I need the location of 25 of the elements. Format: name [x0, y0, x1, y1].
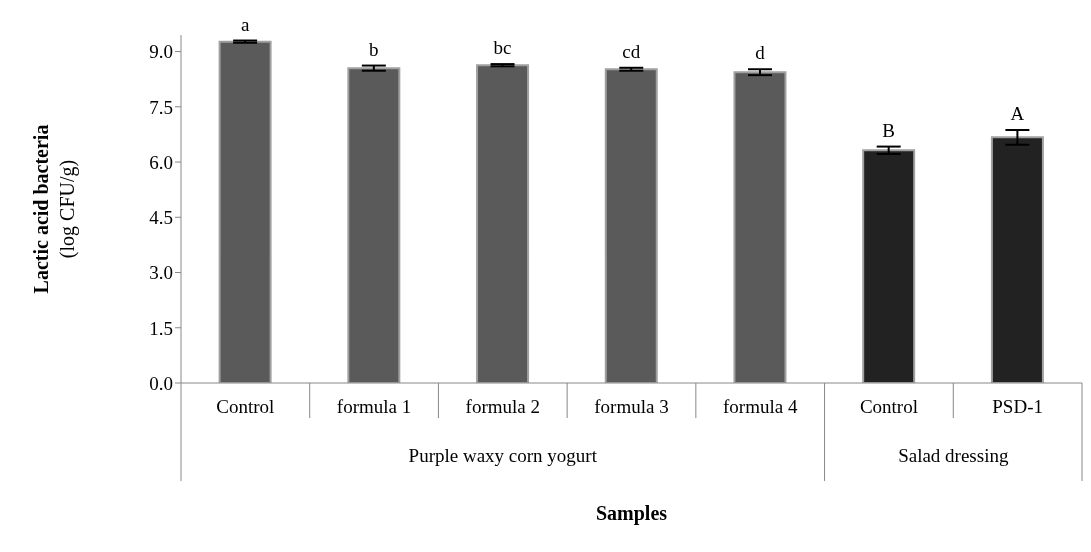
- data-label: A: [1010, 103, 1025, 125]
- y-tick-label: 6.0: [149, 151, 173, 173]
- data-label: bc: [493, 37, 512, 59]
- x-tick-label: formula 1: [336, 396, 412, 417]
- data-label: b: [369, 38, 379, 60]
- y-tick-label: 0.0: [149, 372, 173, 394]
- y-tick-label: 3.0: [149, 262, 173, 284]
- x-tick-label: Control: [216, 396, 275, 417]
- text: Purple waxy corn yogurt: [408, 445, 598, 466]
- y-tick-label: 7.5: [149, 96, 173, 118]
- data-label: B: [882, 119, 896, 141]
- x-tick-label: Control: [859, 396, 918, 417]
- x-tick-label: formula 4: [723, 396, 798, 417]
- y-tick-label: 1.5: [149, 317, 173, 339]
- data-label: d: [755, 42, 766, 64]
- x-tick-label: PSD-1: [992, 396, 1043, 417]
- y-tick-label: 4.5: [149, 207, 173, 229]
- x-axis-title: Samples: [595, 502, 668, 525]
- data-label: a: [240, 13, 250, 35]
- y-axis-title: Lactic acid bacteria (log CFU/g): [30, 124, 79, 294]
- x-tick-label: formula 2: [465, 396, 540, 417]
- text: Salad dressing: [898, 445, 1009, 466]
- data-label: cd: [622, 40, 641, 62]
- x-tick-label: formula 3: [594, 396, 669, 417]
- y-tick-label: 9.0: [149, 41, 173, 63]
